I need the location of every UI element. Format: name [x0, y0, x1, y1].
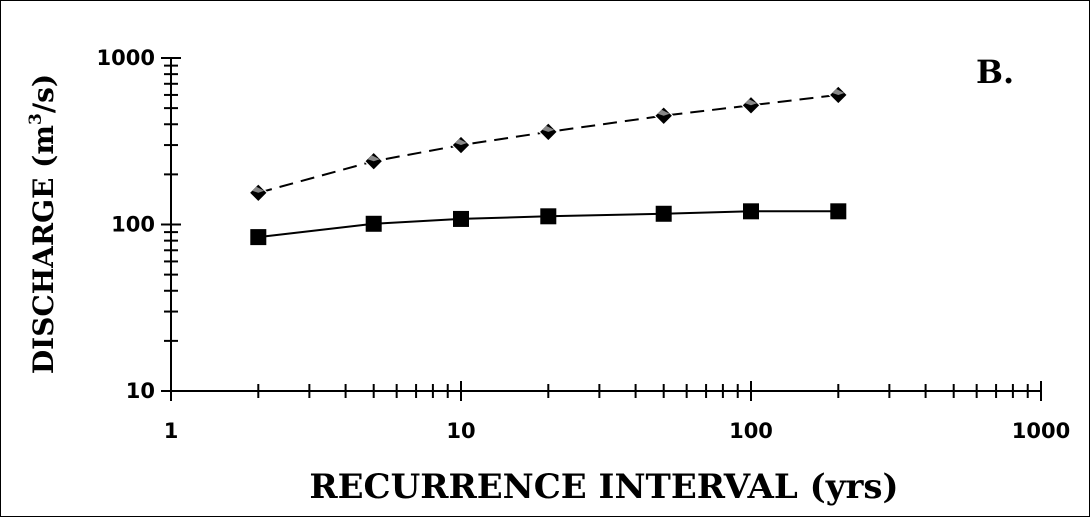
axes	[170, 58, 1041, 392]
series-1-diamond-highlight	[455, 139, 467, 146]
series-layer	[248, 85, 849, 246]
series-2-square-point	[250, 229, 267, 246]
y-axis-title-superscript: 3	[26, 113, 46, 125]
x-tick-label: 100	[729, 419, 773, 443]
series-2-square-point	[453, 210, 469, 227]
y-tick-label: 1000	[97, 46, 155, 70]
panel-label: B.	[976, 53, 1014, 91]
series-2-square-point	[830, 203, 847, 220]
series-1-diamond-highlight	[542, 125, 555, 132]
x-tick-label: 10	[446, 419, 475, 443]
x-tick-label: 1000	[1012, 419, 1070, 443]
series-1-diamond-highlight	[745, 99, 757, 106]
ticks: 1 10 100 1000 10 100 1000	[97, 46, 1071, 443]
series-1-diamond-highlight	[657, 109, 670, 116]
y-axis-title-prefix: DISCHARGE (m	[27, 125, 60, 374]
series-1-diamond-highlight	[252, 186, 265, 193]
x-tick-label: 1	[164, 419, 179, 443]
x-axis-title: RECURRENCE INTERVAL (yrs)	[309, 467, 898, 507]
series-2-square-point	[655, 205, 672, 222]
y-tick-label: 100	[111, 213, 155, 237]
series-1-diamond-highlight	[367, 155, 380, 162]
series-1-diamond-highlight	[832, 88, 845, 95]
series-2-square-point	[540, 208, 557, 225]
y-tick-label: 10	[126, 379, 155, 403]
series-2-square-point	[743, 203, 759, 220]
y-axis-title-suffix: /s)	[27, 74, 60, 113]
y-axis-title: DISCHARGE (m3/s)	[26, 74, 60, 374]
series-2-square-point	[365, 215, 382, 232]
